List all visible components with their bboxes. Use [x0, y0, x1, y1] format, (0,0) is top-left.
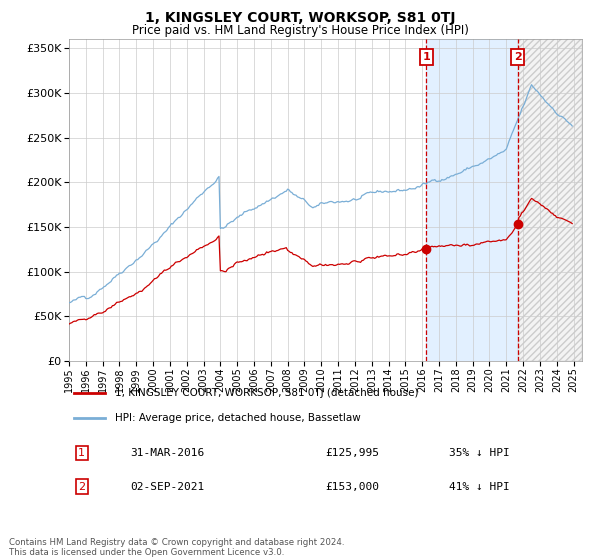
Text: 31-MAR-2016: 31-MAR-2016 — [131, 448, 205, 458]
Text: 02-SEP-2021: 02-SEP-2021 — [131, 482, 205, 492]
Bar — [518, 39, 582, 361]
Bar — [427, 39, 518, 361]
Text: £153,000: £153,000 — [325, 482, 380, 492]
Text: £125,995: £125,995 — [325, 448, 380, 458]
Text: 35% ↓ HPI: 35% ↓ HPI — [449, 448, 509, 458]
Text: Price paid vs. HM Land Registry's House Price Index (HPI): Price paid vs. HM Land Registry's House … — [131, 24, 469, 36]
Text: 2: 2 — [514, 52, 521, 62]
Text: 1, KINGSLEY COURT, WORKSOP, S81 0TJ: 1, KINGSLEY COURT, WORKSOP, S81 0TJ — [145, 11, 455, 25]
Text: 2: 2 — [78, 482, 85, 492]
Text: 1: 1 — [422, 52, 430, 62]
Bar — [518, 39, 582, 361]
Text: 1, KINGSLEY COURT, WORKSOP, S81 0TJ (detached house): 1, KINGSLEY COURT, WORKSOP, S81 0TJ (det… — [115, 388, 419, 398]
Text: HPI: Average price, detached house, Bassetlaw: HPI: Average price, detached house, Bass… — [115, 413, 361, 423]
Text: Contains HM Land Registry data © Crown copyright and database right 2024.
This d: Contains HM Land Registry data © Crown c… — [9, 538, 344, 557]
Text: 1: 1 — [79, 448, 85, 458]
Text: 41% ↓ HPI: 41% ↓ HPI — [449, 482, 509, 492]
